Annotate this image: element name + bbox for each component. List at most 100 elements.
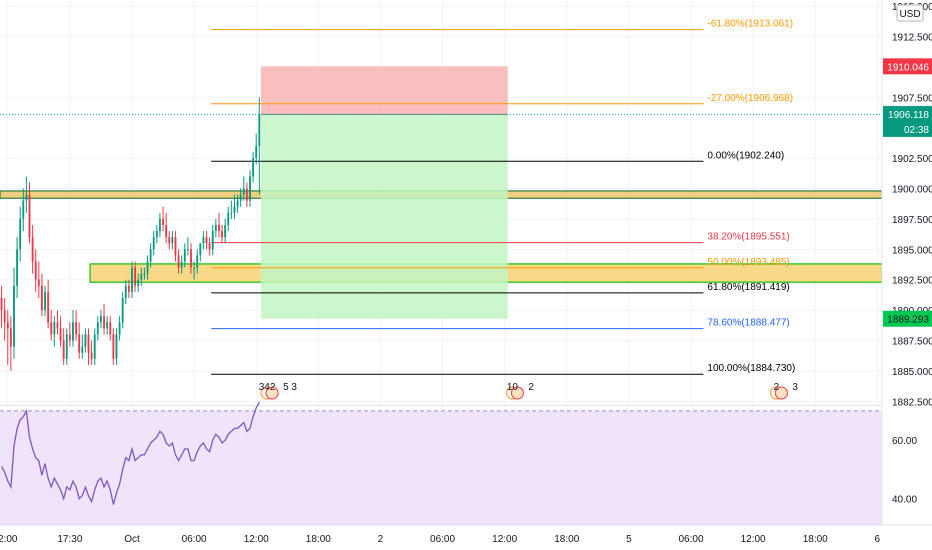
time-tick-label: 2 [378,534,384,545]
candle-body [127,285,130,292]
candle-body [84,334,87,347]
time-tick-label: 5 [626,534,632,545]
candle-body [96,322,99,335]
candle-body [68,334,71,341]
candle-body [162,218,164,225]
candle-body [155,231,158,238]
rsi-band [0,410,882,528]
fib-level-label: 0.00%(1902.240) [707,150,784,161]
time-tick-label: 12:00 [741,534,766,545]
candle-body [22,200,25,219]
rsi-pane-separator [0,405,882,406]
candle-body [109,322,112,335]
candle-body [81,346,84,353]
price-badge [883,106,932,123]
candle-body [9,328,12,347]
candle-body [218,225,220,232]
candle-body [239,194,242,201]
event-count-extra: 5 3 [283,382,297,393]
rsi-line [1,401,260,505]
take-profit-area [260,114,508,319]
candle-body [62,340,65,359]
event-count: 2 [774,382,780,393]
candle-body [59,328,62,341]
event-count-extra: 2 [528,382,534,393]
rsi-tick-labels: 60.00 40.00 [892,436,917,506]
candle-body [152,237,155,250]
price-tick-label: 1892.500 [892,276,932,287]
candle-body [124,285,127,298]
time-tick-label: 06:00 [182,534,207,545]
time-axis[interactable] [0,525,932,550]
time-tick-label: 06:00 [678,534,703,545]
fib-level-label: -27.00%(1906.968) [707,93,793,104]
candle-body [177,255,180,268]
candle-body [183,249,186,262]
candle-body [3,310,6,323]
price-axis[interactable] [882,0,932,525]
event-flag-icon[interactable] [774,386,788,400]
time-tick-label: 2:00 [0,534,18,545]
candle-body [50,322,53,335]
candle-body [100,316,102,323]
candle-body [37,279,40,286]
candle-body [75,322,78,335]
price-tick-label: 1887.500 [892,337,932,348]
price-tick-label: 1900.000 [892,185,932,196]
candle-body [211,231,214,250]
candle-body [93,334,96,359]
candle-body [245,188,248,201]
candle-body [159,218,161,232]
candle-body [47,291,50,323]
candle-body [78,334,81,353]
fib-level-label: -61.80%(1913.061) [707,19,793,30]
fibonacci-retracement[interactable]: -61.80%(1913.061) -27.00%(1906.968) 0.00%(… [211,19,795,375]
economic-events[interactable]: 342 5 3 10 2 2 3 [259,382,799,400]
price-tick-label: 1907.500 [892,93,932,104]
candle-body [171,237,174,244]
candle-body [258,114,261,146]
candle-body [53,322,56,335]
candle-body [174,237,177,256]
price-tick-label: 1902.500 [892,154,932,165]
stop-loss-area [260,66,508,115]
candle-body [25,194,28,201]
price-badge [883,58,932,75]
candle-body [115,334,118,359]
candle-body [224,225,227,238]
price-badge-label: 1889.293 [887,315,929,326]
time-tick-label: 06:00 [430,534,455,545]
candle-body [16,249,19,286]
candle-body [230,212,233,214]
candle-body [202,237,205,244]
price-tick-label: 1885.000 [892,367,932,378]
candle-body [28,194,31,238]
event-flag-icon[interactable] [510,386,524,400]
price-badge-label: 02:38 [904,125,929,136]
candle-body [90,352,93,359]
candle-body [242,188,245,195]
time-tick-label: Oct [124,534,140,545]
event-count-extra: 3 [792,382,798,393]
candle-body [0,297,3,311]
candle-body [87,334,90,353]
currency-badge[interactable]: USD [896,4,924,22]
time-tick-label: 12:00 [492,534,517,545]
candle-body [40,285,43,311]
candle-body [13,285,15,347]
fib-level-label: 61.80%(1891.419) [707,282,789,293]
candle-body [121,297,124,323]
time-tick-label: 18:00 [554,534,579,545]
candle-body [103,316,105,329]
candle-body [193,267,196,269]
candle-body [31,237,34,262]
rsi-tick-label: 40.00 [892,495,917,506]
time-tick-label: 17:30 [57,534,82,545]
price-tick-label: 1882.500 [892,397,932,408]
event-flag-icon[interactable] [265,386,279,400]
price-tick-label: 1912.500 [892,32,932,43]
candle-body [149,249,152,262]
price-badge [883,310,932,327]
